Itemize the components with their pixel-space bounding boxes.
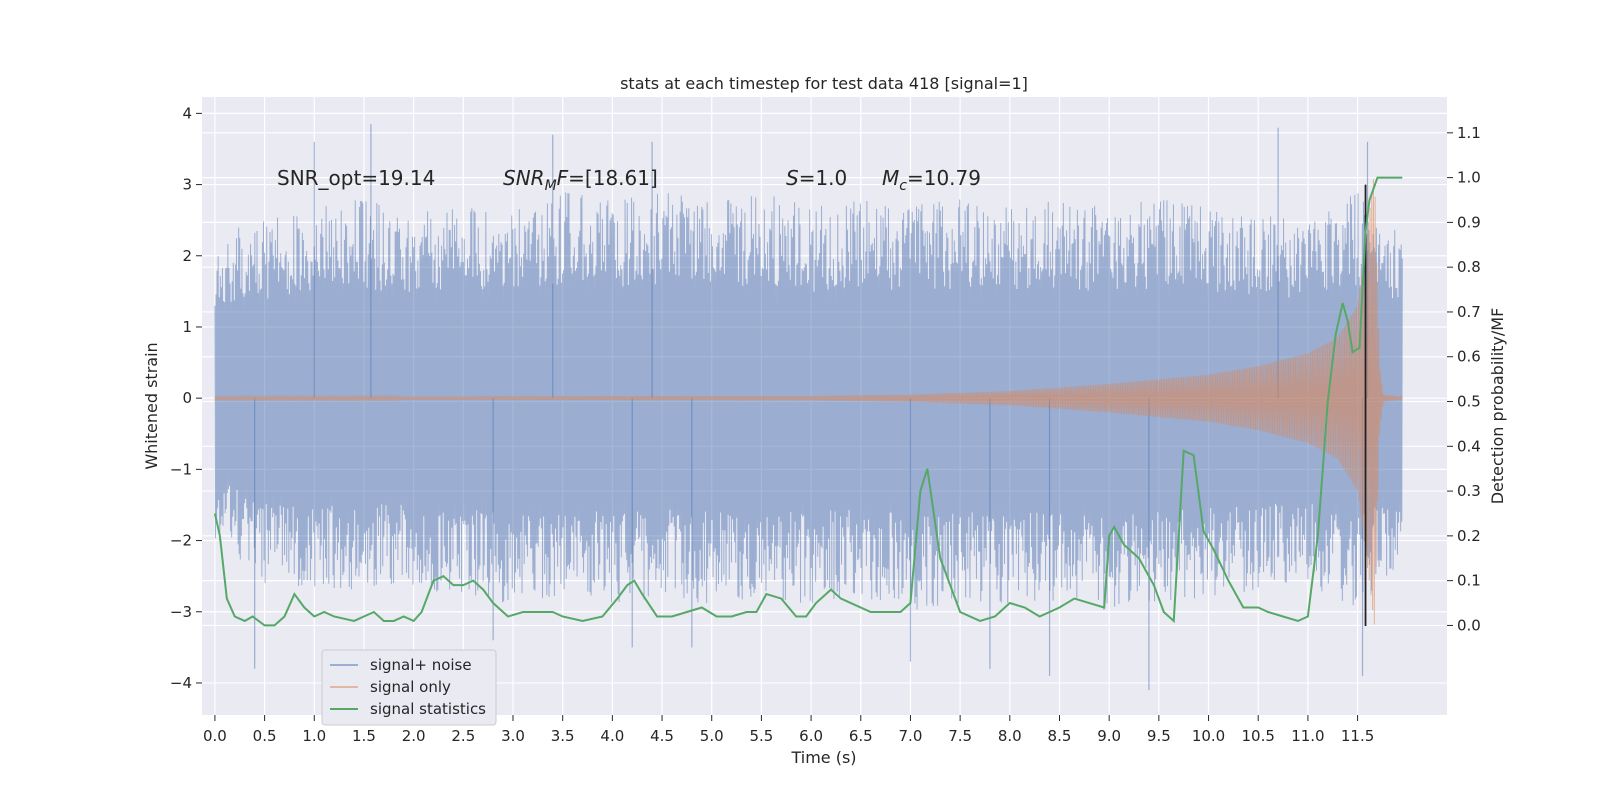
x-tick-label-3: 1.5 xyxy=(352,727,376,745)
noise-series xyxy=(214,124,1403,691)
x-tick-label-7: 3.5 xyxy=(551,727,575,745)
mc-subscript: c xyxy=(899,178,907,194)
y-left-tick-label-8: 4 xyxy=(182,104,192,122)
legend-label-stats: signal statistics xyxy=(370,700,486,718)
y-right-tick-label-9: 0.9 xyxy=(1457,213,1481,231)
legend-label-signal: signal only xyxy=(370,678,451,696)
x-tick-label-4: 2.0 xyxy=(402,727,426,745)
s-value: =1.0 xyxy=(799,166,848,190)
y-left-tick-label-5: 1 xyxy=(182,318,192,336)
x-tick-label-13: 6.5 xyxy=(849,727,873,745)
x-tick-label-19: 9.5 xyxy=(1147,727,1171,745)
y-right-axis-ticks: 0.0 0.1 0.2 0.3 0.4 0.5 0.6 0.7 0.8 0.9 1.0 1.1 xyxy=(1447,124,1481,634)
noise-line xyxy=(214,192,1403,610)
annotation-mc: Mc=10.79 xyxy=(882,166,981,194)
x-tick-label-12: 6.0 xyxy=(799,727,823,745)
x-tick-label-6: 3.0 xyxy=(501,727,525,745)
x-axis-label: Time (s) xyxy=(790,748,856,767)
y-right-tick-label-6: 0.6 xyxy=(1457,348,1481,366)
y-right-tick-label-2: 0.2 xyxy=(1457,527,1481,545)
snr-mf-symbol: SNR xyxy=(503,166,545,190)
x-tick-label-14: 7.0 xyxy=(899,727,923,745)
y-right-axis-label: Detection probability/MF xyxy=(1488,308,1507,505)
y-left-tick-label-2: −2 xyxy=(170,532,192,550)
x-tick-label-2: 1.0 xyxy=(302,727,326,745)
y-left-axis-label: Whitened strain xyxy=(142,342,161,469)
x-tick-label-10: 5.0 xyxy=(700,727,724,745)
x-tick-label-8: 4.0 xyxy=(600,727,624,745)
x-tick-label-11: 5.5 xyxy=(749,727,773,745)
snr-mf-subscript: M xyxy=(545,178,557,194)
x-tick-label-0: 0.0 xyxy=(203,727,227,745)
y-right-tick-label-4: 0.4 xyxy=(1457,437,1481,455)
x-tick-label-20: 10.0 xyxy=(1192,727,1225,745)
mc-value: =10.79 xyxy=(907,166,981,190)
snr-mf-value: =[18.61] xyxy=(568,166,658,190)
annotation-s: S=1.0 xyxy=(786,166,847,190)
legend: signal+ noise signal only signal statist… xyxy=(321,649,497,726)
legend-box xyxy=(321,649,497,726)
x-tick-label-16: 8.0 xyxy=(998,727,1022,745)
mc-symbol: M xyxy=(882,166,899,190)
chart-title: stats at each timestep for test data 418… xyxy=(620,74,1028,93)
x-tick-label-5: 2.5 xyxy=(451,727,475,745)
x-tick-label-17: 8.5 xyxy=(1048,727,1072,745)
x-axis-ticks: 0.0 0.5 1.0 1.5 2.0 2.5 3.0 3.5 4.0 4.5 5.0 5.5 6.0 6… xyxy=(203,715,1374,745)
y-left-tick-label-1: −3 xyxy=(170,603,192,621)
legend-label-noise: signal+ noise xyxy=(370,656,472,674)
y-right-tick-label-10: 1.0 xyxy=(1457,169,1481,187)
x-tick-label-9: 4.5 xyxy=(650,727,674,745)
x-tick-label-21: 10.5 xyxy=(1242,727,1275,745)
signal-line xyxy=(214,179,1403,625)
x-tick-label-1: 0.5 xyxy=(253,727,277,745)
y-left-tick-label-0: −4 xyxy=(170,674,192,692)
s-symbol: S xyxy=(786,166,799,190)
statistics-series xyxy=(213,176,1403,627)
y-right-tick-label-1: 0.1 xyxy=(1457,572,1481,590)
y-right-tick-label-8: 0.8 xyxy=(1457,258,1481,276)
y-right-tick-label-0: 0.0 xyxy=(1457,616,1481,634)
x-tick-label-22: 11.0 xyxy=(1291,727,1324,745)
signal-series xyxy=(214,179,1403,625)
y-left-tick-label-6: 2 xyxy=(182,247,192,265)
y-left-axis-ticks: −4 −3 −2 −1 0 1 2 3 4 xyxy=(170,104,202,692)
y-left-tick-label-4: 0 xyxy=(182,389,192,407)
statistics-line xyxy=(213,176,1403,627)
snr-mf-symbol-f: F xyxy=(557,166,569,190)
annotation-snr-mf: SNRMF=[18.61] xyxy=(503,166,658,194)
y-right-tick-label-3: 0.3 xyxy=(1457,482,1481,500)
y-left-tick-label-7: 3 xyxy=(182,176,192,194)
annotation-snr-opt: SNR_opt=19.14 xyxy=(277,166,435,190)
y-right-tick-label-7: 0.7 xyxy=(1457,303,1481,321)
x-tick-label-15: 7.5 xyxy=(948,727,972,745)
x-tick-label-23: 11.5 xyxy=(1341,727,1374,745)
y-left-tick-label-3: −1 xyxy=(170,460,192,478)
y-right-tick-label-5: 0.5 xyxy=(1457,393,1481,411)
y-right-tick-label-11: 1.1 xyxy=(1457,124,1481,142)
x-tick-label-18: 9.0 xyxy=(1097,727,1121,745)
